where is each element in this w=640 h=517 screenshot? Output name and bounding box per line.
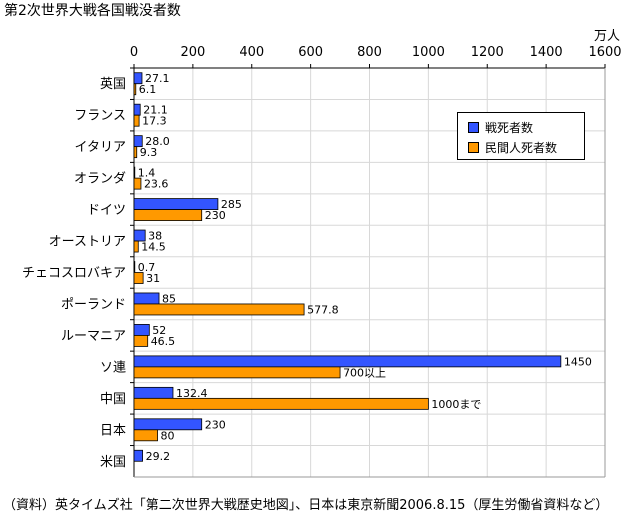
bar-military — [133, 324, 150, 336]
legend-swatch-civilian — [468, 142, 479, 153]
data-label-military: 27.1 — [145, 72, 170, 85]
x-axis-unit: 万人 — [594, 29, 620, 44]
x-tick-label: 800 — [357, 45, 382, 60]
bar-civilian — [133, 303, 305, 316]
bar-civilian — [133, 272, 144, 284]
bar-civilian — [133, 335, 149, 347]
x-tick-label: 1000 — [412, 45, 445, 60]
bar-military — [133, 292, 160, 305]
category-label: 日本 — [100, 423, 126, 438]
category-label: チェコスロバキア — [22, 266, 126, 281]
category-label: オランダ — [74, 172, 126, 187]
bar-military — [133, 229, 146, 242]
data-label-civilian: 31 — [146, 272, 160, 285]
legend-label-civilian: 民間人死者数 — [485, 141, 558, 155]
data-label-military: 230 — [205, 418, 226, 431]
x-tick-label: 400 — [239, 45, 264, 60]
bar-military — [133, 261, 136, 273]
bar-civilian — [133, 429, 158, 442]
legend-item-civilian: 民間人死者数 — [468, 139, 557, 156]
bar-civilian — [133, 209, 203, 221]
category-label: オーストリア — [49, 235, 126, 250]
category-label: フランス — [74, 109, 126, 124]
bar-civilian — [133, 240, 139, 253]
bar-military — [133, 166, 136, 179]
bar-military — [133, 355, 562, 368]
bar-civilian — [133, 177, 142, 190]
bar-military — [133, 135, 143, 148]
data-label-civilian: 14.5 — [141, 241, 166, 254]
data-label-civilian: 577.8 — [307, 303, 339, 316]
legend-label-military: 戦死者数 — [485, 121, 534, 135]
x-tick-label: 1600 — [588, 45, 621, 60]
bar-military — [133, 449, 143, 462]
data-label-civilian: 700以上 — [343, 366, 386, 379]
data-label-civilian: 9.3 — [140, 146, 158, 159]
legend-swatch-military — [468, 122, 479, 133]
data-label-military: 1450 — [564, 355, 592, 368]
data-label-military: 85 — [162, 292, 176, 305]
data-label-military: 21.1 — [143, 104, 168, 117]
bar-military — [133, 72, 143, 85]
source-note: （資料）英タイムズ社「第二次世界大戦歴史地図」、日本は東京新聞2006.8.15… — [3, 498, 609, 513]
data-label-military: 0.7 — [138, 261, 156, 274]
legend: 戦死者数 民間人死者数 — [457, 112, 585, 160]
x-tick-label: 600 — [298, 45, 323, 60]
bar-civilian — [133, 114, 140, 127]
bar-civilian — [133, 366, 341, 379]
data-label-military: 29.2 — [146, 450, 171, 463]
data-label-military: 52 — [152, 324, 166, 337]
data-label-civilian: 80 — [161, 429, 175, 442]
bar-civilian — [133, 146, 138, 159]
data-label-military: 38 — [148, 230, 162, 243]
data-label-military: 28.0 — [145, 135, 170, 148]
category-label: イタリア — [75, 140, 126, 155]
category-label: 中国 — [100, 392, 126, 407]
category-label: ルーマニア — [61, 329, 126, 344]
data-label-civilian: 17.3 — [142, 115, 167, 128]
category-label: ソ連 — [100, 360, 126, 375]
data-label-civilian: 230 — [205, 209, 226, 222]
data-label-civilian: 1000まで — [431, 398, 481, 411]
data-label-military: 285 — [221, 198, 242, 211]
category-label: ドイツ — [87, 203, 126, 218]
chart-title: 第2次世界大戦各国戦没者数 — [4, 3, 181, 19]
x-tick-label: 1200 — [471, 45, 504, 60]
category-label: 米国 — [100, 455, 126, 470]
legend-item-military: 戦死者数 — [468, 119, 533, 136]
bar-military — [133, 103, 141, 116]
x-tick-label: 1400 — [530, 45, 563, 60]
bar-military — [133, 198, 219, 210]
data-label-civilian: 46.5 — [151, 335, 176, 348]
data-label-military: 1.4 — [138, 167, 156, 180]
x-tick-label: 200 — [180, 45, 205, 60]
data-label-civilian: 6.1 — [139, 83, 157, 96]
bar-military — [133, 418, 203, 431]
category-label: ポーランド — [61, 297, 126, 312]
data-label-civilian: 23.6 — [144, 178, 169, 191]
x-tick-label: 0 — [130, 45, 138, 60]
data-label-military: 132.4 — [176, 387, 208, 400]
category-label: 英国 — [100, 77, 126, 92]
bar-civilian — [133, 83, 137, 96]
bar-civilian — [133, 397, 429, 410]
bar-military — [133, 386, 174, 399]
